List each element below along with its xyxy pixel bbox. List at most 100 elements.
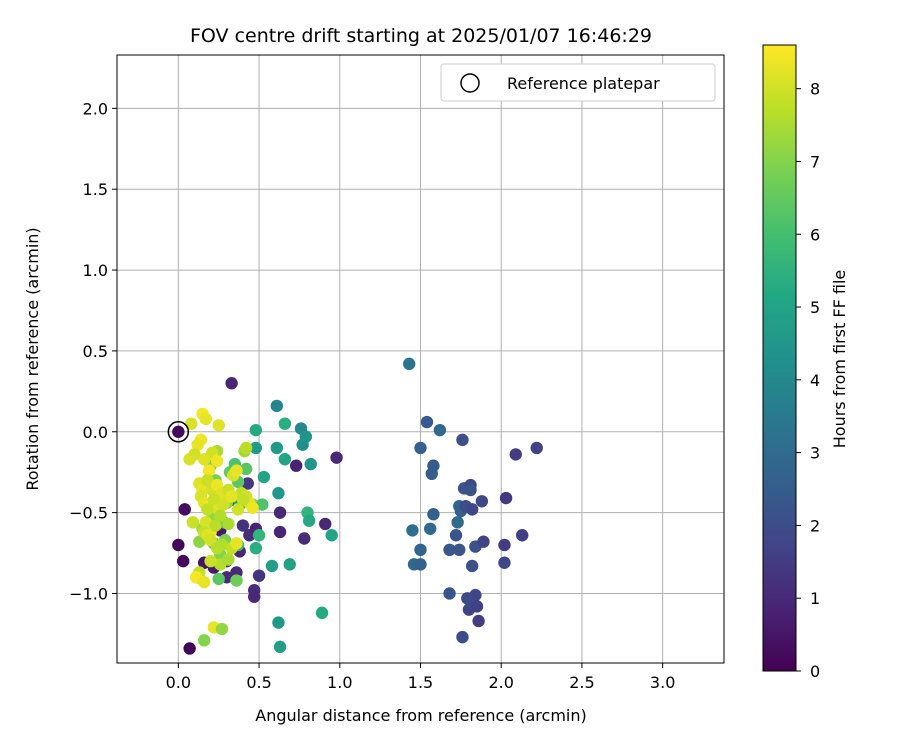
data-point <box>270 399 284 413</box>
data-point <box>183 642 196 655</box>
x-axis-label: Angular distance from reference (arcmin) <box>255 706 586 725</box>
data-point <box>464 483 477 497</box>
data-point <box>241 477 254 490</box>
reference-marker <box>167 421 190 443</box>
chart-title: FOV centre drift starting at 2025/01/07 … <box>190 25 652 47</box>
data-point <box>449 529 463 542</box>
data-point <box>212 572 225 586</box>
data-point <box>199 412 212 426</box>
x-tick-label: 3.0 <box>650 673 675 692</box>
data-point <box>509 448 522 461</box>
data-point <box>270 441 284 455</box>
data-point <box>427 459 440 472</box>
colorbar-tick-label: 5 <box>810 298 820 317</box>
data-point <box>433 423 447 437</box>
data-point <box>191 438 204 451</box>
data-point <box>278 453 292 466</box>
data-point <box>414 543 427 557</box>
x-tick-label: 0.0 <box>166 673 191 692</box>
data-point <box>414 558 427 571</box>
reference-point-marker <box>167 421 190 443</box>
data-point <box>499 491 513 505</box>
colorbar-tick-label: 8 <box>810 80 820 99</box>
colorbar-tick-label: 6 <box>810 225 820 244</box>
y-tick-label: 1.5 <box>83 180 108 199</box>
y-axis-label: Rotation from reference (arcmin) <box>23 227 42 490</box>
data-point <box>423 522 437 535</box>
data-point <box>225 490 238 503</box>
y-tick-label: −1.0 <box>69 584 108 603</box>
data-point <box>209 519 222 532</box>
data-point <box>183 453 196 466</box>
colorbar-label: Hours from first FF file <box>830 270 849 449</box>
colorbar-tick-label: 4 <box>810 371 820 390</box>
data-points <box>172 357 543 655</box>
data-point <box>289 459 303 472</box>
data-point <box>443 587 456 600</box>
data-point <box>315 606 329 620</box>
legend-label-reference: Reference platepar <box>507 74 660 93</box>
data-point <box>516 529 529 542</box>
data-point <box>325 529 338 542</box>
data-point <box>202 464 216 477</box>
data-point <box>257 470 271 484</box>
data-point <box>197 575 211 589</box>
data-point <box>246 501 259 514</box>
data-point <box>265 559 279 573</box>
colorbar-tick-label: 7 <box>810 152 820 171</box>
data-point <box>236 493 250 506</box>
data-point <box>256 498 269 511</box>
x-tick-label: 1.0 <box>327 673 352 692</box>
data-point <box>273 640 287 654</box>
data-point <box>214 509 227 523</box>
data-point <box>453 543 466 557</box>
x-tick-label: 1.5 <box>408 673 433 692</box>
data-point <box>302 514 316 527</box>
y-axis-ticks: −1.0 −0.5 0.0 0.5 1.0 1.5 2.0 <box>69 99 117 603</box>
data-point <box>201 503 214 516</box>
data-point <box>249 541 263 555</box>
colorbar-tick-label: 1 <box>810 589 820 608</box>
data-point <box>456 433 469 447</box>
data-point <box>498 538 511 552</box>
colorbar-tick-label: 2 <box>810 516 820 535</box>
data-point <box>319 517 332 531</box>
data-point <box>222 517 235 531</box>
data-point <box>427 508 440 521</box>
data-point <box>299 430 313 443</box>
legend-marker-reference <box>460 73 480 93</box>
data-point <box>414 441 427 455</box>
data-point <box>469 588 482 602</box>
data-point <box>231 503 245 516</box>
data-point <box>273 506 287 519</box>
data-point <box>239 441 253 455</box>
x-tick-label: 2.5 <box>569 673 594 692</box>
data-point <box>236 519 250 532</box>
y-tick-label: 2.0 <box>83 99 108 118</box>
data-point <box>172 538 185 552</box>
data-point <box>215 622 229 636</box>
data-point <box>230 464 243 477</box>
y-tick-label: 0.0 <box>83 423 108 442</box>
legend-box <box>440 63 716 102</box>
data-point <box>217 498 230 511</box>
y-tick-label: 0.5 <box>83 342 108 361</box>
data-point <box>172 425 185 438</box>
y-tick-label: −0.5 <box>69 504 108 523</box>
data-point <box>178 503 192 516</box>
data-point <box>210 454 224 468</box>
y-tick-label: 1.0 <box>83 261 108 280</box>
data-point <box>470 600 484 613</box>
data-point <box>272 487 285 500</box>
data-point <box>230 574 243 587</box>
data-point <box>252 569 266 582</box>
data-point <box>249 441 263 455</box>
data-point <box>212 419 225 432</box>
data-point <box>443 543 456 557</box>
data-point <box>185 417 198 430</box>
data-point <box>475 495 489 508</box>
data-point <box>298 532 311 545</box>
x-axis-ticks: 0.0 0.5 1.0 1.5 2.0 2.5 3.0 <box>166 663 675 692</box>
colorbar-gradient <box>762 44 797 672</box>
